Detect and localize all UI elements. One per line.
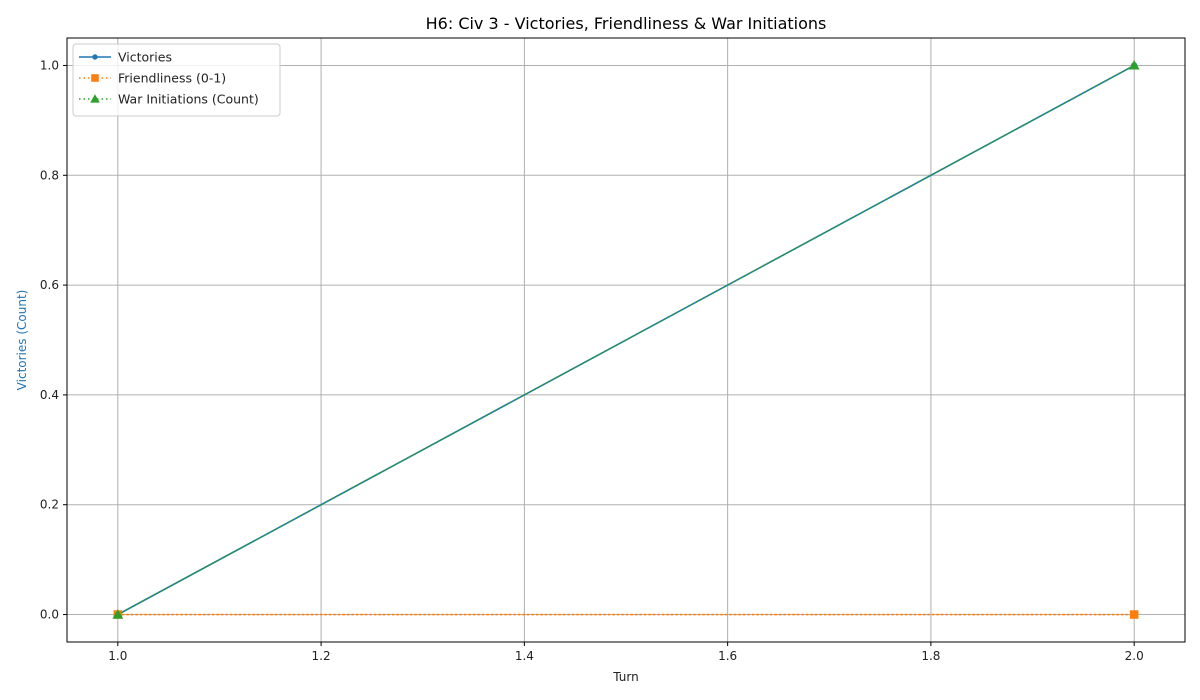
x-tick-label: 1.4 [515, 649, 534, 663]
legend-item: War Initiations (Count) [79, 92, 259, 107]
legend-item: Friendliness (0-1) [79, 71, 226, 86]
x-axis-title: Turn [612, 670, 638, 684]
series-2 [112, 60, 1140, 619]
legend-marker [92, 54, 98, 60]
plot-frame [66, 37, 1186, 643]
y-tick-label: 1.0 [40, 58, 59, 72]
axis-ticks: 1.0 1.2 1.4 1.6 1.8 2.0 0.0 0.2 0.4 0.6 0.8 1.0 [40, 58, 1144, 663]
legend-marker [91, 74, 99, 82]
y-tick-label: 0.4 [40, 388, 59, 402]
legend-label: War Initiations (Count) [118, 92, 259, 107]
x-tick-label: 2.0 [1125, 649, 1144, 663]
x-tick-label: 1.2 [312, 649, 331, 663]
y-tick-label: 0.0 [40, 608, 59, 622]
chart-title: H6: Civ 3 - Victories, Friendliness & Wa… [426, 14, 827, 33]
legend-label: Friendliness (0-1) [118, 71, 226, 86]
y-axis-title: Victories (Count) [15, 290, 29, 391]
series-line [117, 64, 1135, 616]
y-tick-label: 0.2 [40, 498, 59, 512]
x-tick-label: 1.6 [718, 649, 737, 663]
legend: Victories Friendliness (0-1) War Initiatio… [72, 43, 281, 117]
y-tick-label: 0.6 [40, 278, 59, 292]
legend-item: Victories [79, 50, 172, 65]
x-tick-label: 1.8 [921, 649, 940, 663]
plot-series [112, 60, 1140, 619]
data-point [112, 609, 124, 619]
legend-marker [90, 94, 100, 103]
data-point [1129, 610, 1139, 619]
x-tick-label: 1.0 [108, 649, 127, 663]
legend-label: Victories [118, 50, 172, 65]
legend-box [72, 43, 281, 117]
data-point [1128, 60, 1140, 70]
y-tick-label: 0.8 [40, 168, 59, 182]
